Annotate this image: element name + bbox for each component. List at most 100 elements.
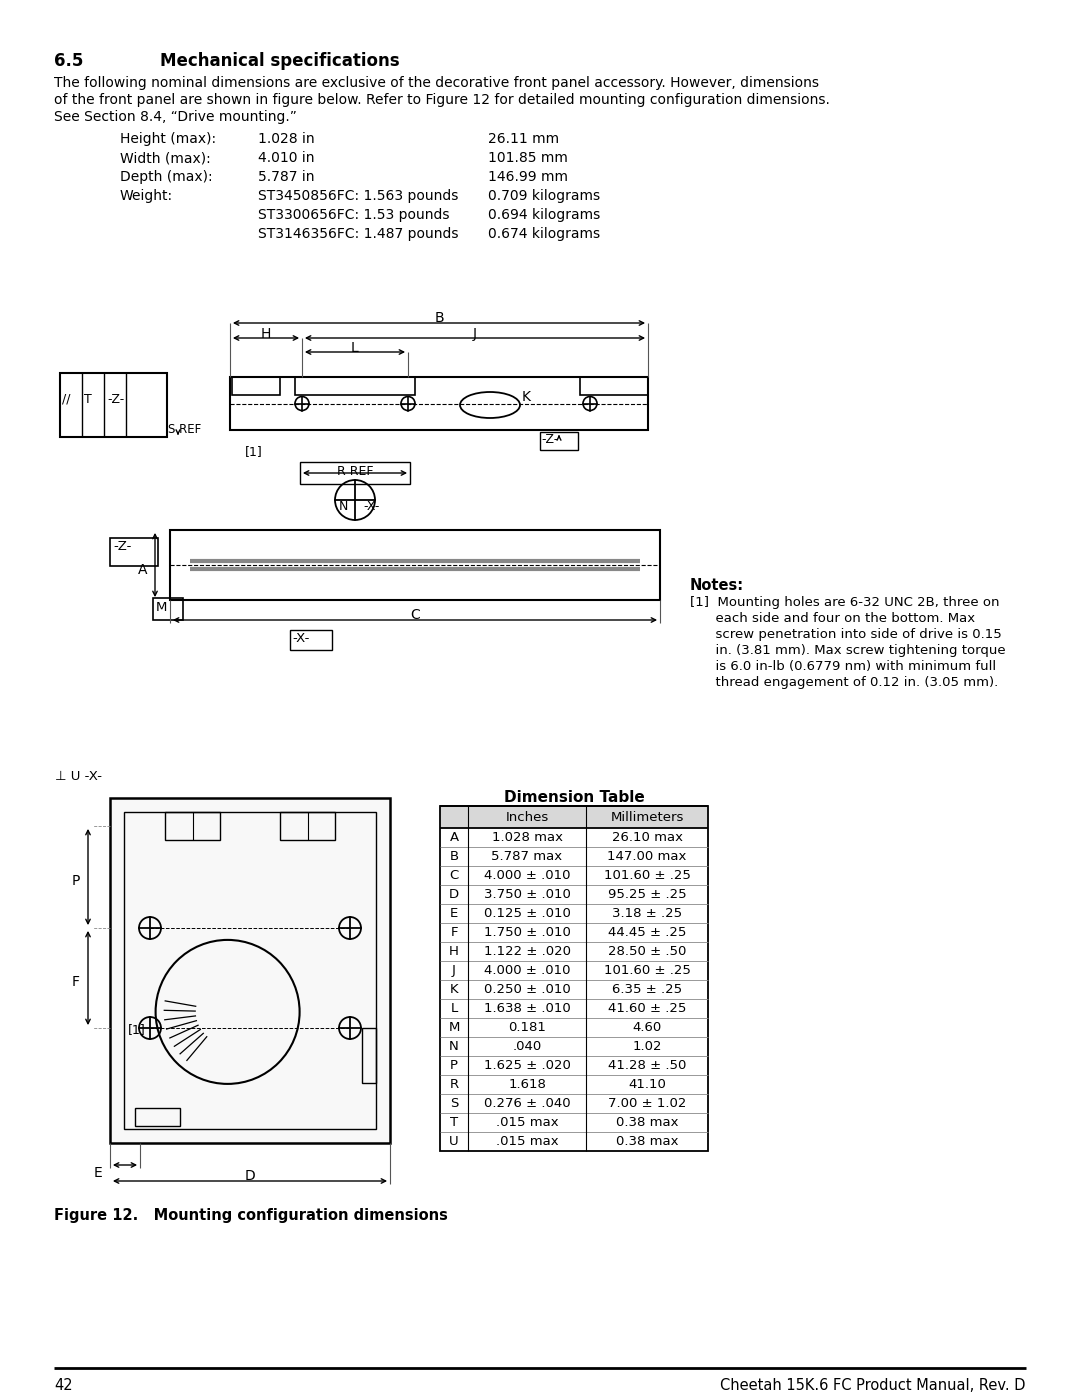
Text: Height (max):: Height (max): bbox=[120, 131, 216, 147]
Text: 101.85 mm: 101.85 mm bbox=[488, 151, 568, 165]
Text: 5.787 in: 5.787 in bbox=[258, 170, 314, 184]
Text: J: J bbox=[473, 327, 477, 341]
Text: Inches: Inches bbox=[505, 812, 549, 824]
Text: C: C bbox=[449, 869, 459, 882]
Text: Notes:: Notes: bbox=[690, 578, 744, 592]
Text: 4.010 in: 4.010 in bbox=[258, 151, 314, 165]
Text: T: T bbox=[450, 1116, 458, 1129]
Text: in. (3.81 mm). Max screw tightening torque: in. (3.81 mm). Max screw tightening torq… bbox=[690, 644, 1005, 657]
Text: 1.028 in: 1.028 in bbox=[258, 131, 314, 147]
Text: D: D bbox=[245, 1169, 255, 1183]
Text: H: H bbox=[260, 327, 271, 341]
Bar bbox=[232, 377, 280, 395]
Text: 1.625 ± .020: 1.625 ± .020 bbox=[484, 1059, 570, 1071]
Text: 1.750 ± .010: 1.750 ± .010 bbox=[484, 926, 570, 939]
Text: screw penetration into side of drive is 0.15: screw penetration into side of drive is … bbox=[690, 629, 1002, 641]
Bar bbox=[440, 806, 708, 828]
Text: B: B bbox=[449, 849, 459, 863]
Text: S: S bbox=[449, 1097, 458, 1111]
Bar bbox=[110, 798, 390, 1143]
Text: -X-: -X- bbox=[292, 631, 309, 645]
Text: F: F bbox=[450, 926, 458, 939]
Text: T: T bbox=[84, 393, 92, 407]
Text: 147.00 max: 147.00 max bbox=[607, 849, 687, 863]
Ellipse shape bbox=[460, 393, 519, 418]
Text: Cheetah 15K.6 FC Product Manual, Rev. D: Cheetah 15K.6 FC Product Manual, Rev. D bbox=[720, 1377, 1026, 1393]
Text: P: P bbox=[71, 875, 80, 888]
Text: 0.125 ± .010: 0.125 ± .010 bbox=[484, 907, 570, 921]
Text: ST3450856FC: 1.563 pounds: ST3450856FC: 1.563 pounds bbox=[258, 189, 458, 203]
Bar bbox=[440, 806, 708, 1151]
Text: 0.276 ± .040: 0.276 ± .040 bbox=[484, 1097, 570, 1111]
Bar bbox=[170, 529, 660, 599]
Text: 41.60 ± .25: 41.60 ± .25 bbox=[608, 1002, 686, 1016]
Text: 0.694 kilograms: 0.694 kilograms bbox=[488, 208, 600, 222]
Text: F: F bbox=[72, 975, 80, 989]
Text: 4.000 ± .010: 4.000 ± .010 bbox=[484, 869, 570, 882]
Text: 3.18 ± .25: 3.18 ± .25 bbox=[612, 907, 683, 921]
Text: ST3300656FC: 1.53 pounds: ST3300656FC: 1.53 pounds bbox=[258, 208, 449, 222]
Text: 28.50 ± .50: 28.50 ± .50 bbox=[608, 944, 686, 958]
Text: Figure 12.   Mounting configuration dimensions: Figure 12. Mounting configuration dimens… bbox=[54, 1208, 448, 1222]
Text: D: D bbox=[449, 888, 459, 901]
Text: S REF: S REF bbox=[168, 423, 201, 436]
Text: 1.618: 1.618 bbox=[508, 1078, 545, 1091]
Text: [1]: [1] bbox=[129, 1023, 146, 1037]
Text: 101.60 ± .25: 101.60 ± .25 bbox=[604, 869, 690, 882]
Text: 4.000 ± .010: 4.000 ± .010 bbox=[484, 964, 570, 977]
Text: 0.709 kilograms: 0.709 kilograms bbox=[488, 189, 600, 203]
Text: 5.787 max: 5.787 max bbox=[491, 849, 563, 863]
Text: L: L bbox=[450, 1002, 458, 1016]
Bar bbox=[153, 598, 183, 620]
Text: C: C bbox=[410, 608, 420, 622]
Text: .040: .040 bbox=[512, 1039, 542, 1053]
Text: 146.99 mm: 146.99 mm bbox=[488, 170, 568, 184]
Text: .015 max: .015 max bbox=[496, 1134, 558, 1148]
Text: P: P bbox=[450, 1059, 458, 1071]
Text: 1.122 ± .020: 1.122 ± .020 bbox=[484, 944, 570, 958]
Text: See Section 8.4, “Drive mounting.”: See Section 8.4, “Drive mounting.” bbox=[54, 110, 297, 124]
Text: 1.02: 1.02 bbox=[632, 1039, 662, 1053]
Text: N: N bbox=[449, 1039, 459, 1053]
Text: -X-: -X- bbox=[363, 500, 379, 513]
Text: 6.35 ± .25: 6.35 ± .25 bbox=[612, 983, 683, 996]
Text: Weight:: Weight: bbox=[120, 189, 173, 203]
Text: B: B bbox=[434, 312, 444, 326]
Text: R REF: R REF bbox=[337, 465, 374, 478]
Text: 3.750 ± .010: 3.750 ± .010 bbox=[484, 888, 570, 901]
Bar bbox=[60, 373, 167, 437]
Bar bbox=[580, 377, 648, 395]
Text: 101.60 ± .25: 101.60 ± .25 bbox=[604, 964, 690, 977]
Text: 6.5: 6.5 bbox=[54, 52, 83, 70]
Bar bbox=[291, 630, 332, 650]
Bar bbox=[124, 812, 376, 1129]
Text: ST3146356FC: 1.487 pounds: ST3146356FC: 1.487 pounds bbox=[258, 226, 459, 242]
Text: L: L bbox=[351, 341, 359, 355]
Text: 44.45 ± .25: 44.45 ± .25 bbox=[608, 926, 686, 939]
Text: M: M bbox=[156, 601, 167, 615]
Text: [1]: [1] bbox=[245, 446, 262, 458]
Text: 26.10 max: 26.10 max bbox=[611, 831, 683, 844]
Text: ⊥ U -X-: ⊥ U -X- bbox=[55, 770, 102, 782]
Text: Mechanical specifications: Mechanical specifications bbox=[160, 52, 400, 70]
Text: E: E bbox=[450, 907, 458, 921]
Text: Millimeters: Millimeters bbox=[610, 812, 684, 824]
Text: 41.10: 41.10 bbox=[629, 1078, 666, 1091]
Bar bbox=[165, 812, 220, 840]
Text: [1]  Mounting holes are 6-32 UNC 2B, three on: [1] Mounting holes are 6-32 UNC 2B, thre… bbox=[690, 597, 999, 609]
Text: K: K bbox=[449, 983, 458, 996]
Text: //: // bbox=[62, 393, 70, 407]
Bar bbox=[362, 1028, 376, 1083]
Text: 0.181: 0.181 bbox=[508, 1021, 545, 1034]
Text: Depth (max):: Depth (max): bbox=[120, 170, 213, 184]
Bar bbox=[540, 432, 578, 450]
Text: -Z-: -Z- bbox=[107, 393, 124, 407]
Text: 42: 42 bbox=[54, 1377, 72, 1393]
Text: J: J bbox=[453, 964, 456, 977]
Text: M: M bbox=[448, 1021, 460, 1034]
Text: Dimension Table: Dimension Table bbox=[503, 789, 645, 805]
Text: K: K bbox=[522, 390, 531, 404]
Text: E: E bbox=[94, 1166, 103, 1180]
Text: H: H bbox=[449, 944, 459, 958]
Text: U: U bbox=[449, 1134, 459, 1148]
